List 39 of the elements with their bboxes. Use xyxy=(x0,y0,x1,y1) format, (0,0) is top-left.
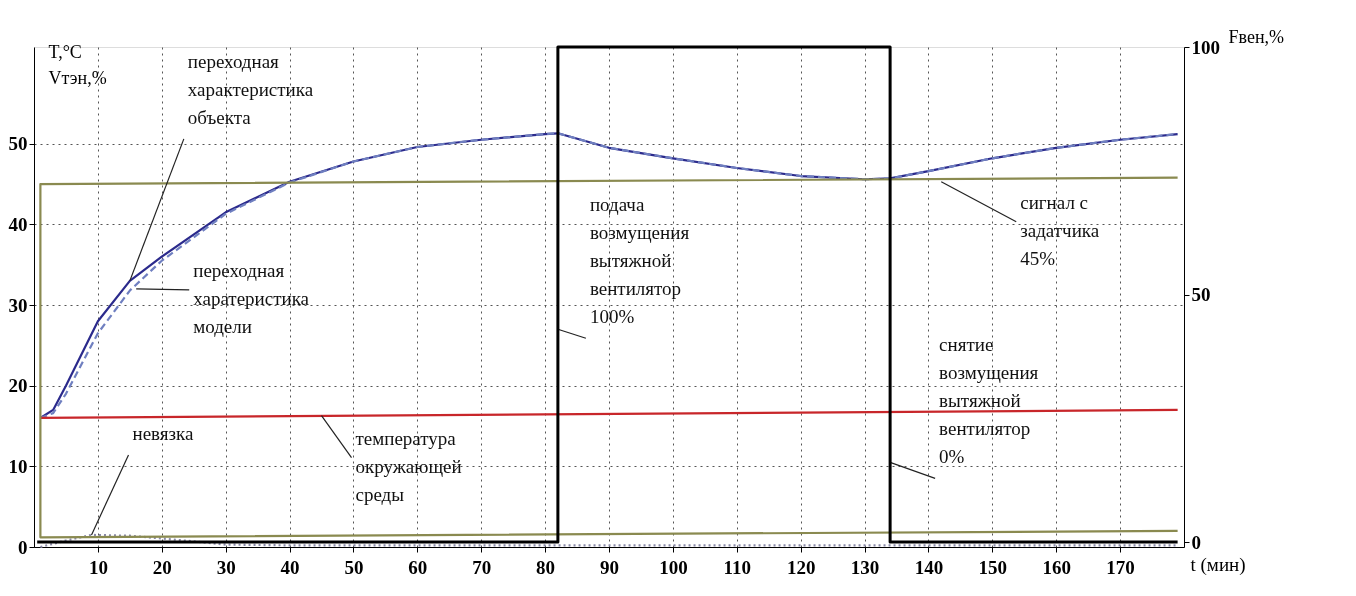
x-tick-label: 50 xyxy=(344,556,364,578)
y2-axis-title: Fвен,% xyxy=(1228,26,1285,47)
annotation: переходная харатеристика модели xyxy=(193,259,310,337)
y-tick-label: 40 xyxy=(8,213,28,235)
annotation: сигнал с задатчика 45% xyxy=(1020,191,1100,269)
line-series xyxy=(39,176,1179,539)
x-tick-label: 40 xyxy=(280,556,300,578)
y2-tick-label: 50 xyxy=(1191,284,1211,306)
x-tick-label: 20 xyxy=(152,556,172,578)
x-tick-label: 110 xyxy=(723,556,751,578)
x-tick-label: 70 xyxy=(472,556,492,578)
y2-tick-label: 100 xyxy=(1191,36,1220,58)
x-tick-label: 170 xyxy=(1106,556,1135,578)
annotation: температура окружающей среды xyxy=(355,427,462,505)
y-tick-label: 20 xyxy=(8,375,28,397)
x-tick-label: 160 xyxy=(1042,556,1071,578)
annotation: снятие возмущения вытяжной вентилятор 0% xyxy=(939,334,1039,468)
annotation: подача возмущения вытяжной вентилятор 100% xyxy=(589,194,690,328)
y-axis-title: T,°C Vтэн,% xyxy=(48,41,107,88)
y-tick-label: 0 xyxy=(18,536,28,558)
y-tick-label: 30 xyxy=(8,294,28,316)
x-tick-label: 90 xyxy=(600,556,619,578)
x-tick-label: 60 xyxy=(408,556,428,578)
annotation: переходная характеристика объекта xyxy=(187,50,314,128)
x-tick-label: 100 xyxy=(659,556,688,578)
x-tick-label: 30 xyxy=(216,556,236,578)
y-tick-label: 10 xyxy=(8,455,28,477)
annotation: невязка xyxy=(132,422,195,444)
line-series xyxy=(39,132,1179,420)
x-axis-title: t (мин) xyxy=(1190,553,1246,576)
line-series xyxy=(39,533,1179,549)
x-tick-label: 140 xyxy=(914,556,944,578)
y2-tick-label: 0 xyxy=(1191,531,1201,553)
y-tick-label: 50 xyxy=(8,133,28,155)
x-tick-label: 130 xyxy=(850,556,880,578)
x-tick-label: 10 xyxy=(88,556,108,578)
x-tick-label: 150 xyxy=(978,556,1008,578)
x-tick-label: 80 xyxy=(536,556,556,578)
x-tick-label: 120 xyxy=(786,556,816,578)
